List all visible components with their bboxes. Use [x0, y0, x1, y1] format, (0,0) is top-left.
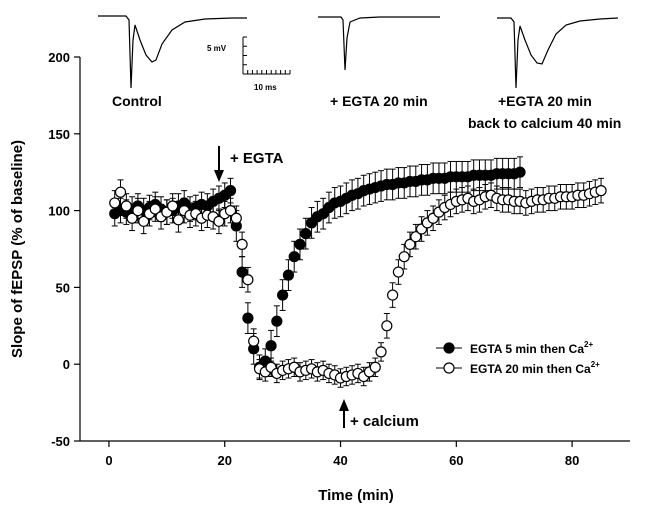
data-point-egta-20min — [398, 251, 410, 263]
data-point-egta-20min — [149, 203, 161, 215]
data-point-egta-20min — [375, 346, 387, 358]
egta-annotation: + EGTA — [230, 150, 284, 167]
egta-back-to-calcium-label-line2: back to calcium 40 min — [468, 115, 621, 131]
x-tick-label: 20 — [218, 453, 232, 468]
control-trace — [98, 15, 247, 89]
data-point-egta-5min — [300, 228, 312, 240]
data-point-egta-20min — [387, 289, 399, 301]
x-axis-ticks: 0 20 40 60 80 — [105, 441, 579, 468]
x-tick-label: 0 — [105, 453, 112, 468]
data-point-egta-20min — [248, 335, 260, 347]
data-point-egta-5min — [294, 238, 306, 250]
calcium-arrow — [339, 399, 349, 428]
data-point-egta-20min — [224, 205, 237, 217]
data-point-egta-5min — [242, 312, 254, 324]
data-point-egta-20min — [410, 231, 422, 243]
data-point-egta-5min — [288, 251, 300, 263]
series-egta-20min — [109, 177, 607, 388]
legend-label-egta-5min: EGTA 5 min then Ca2+ — [470, 340, 593, 356]
egta-arrow — [214, 146, 224, 182]
series-egta-5min — [109, 156, 526, 381]
data-point-egta-20min — [213, 215, 225, 227]
data-point-egta-20min — [132, 205, 144, 217]
data-point-egta-5min — [277, 289, 289, 301]
legend-label-egta-20min: EGTA 20 min then Ca2+ — [470, 360, 600, 376]
egta-20min-trace-label: + EGTA 20 min — [330, 93, 428, 109]
y-tick-label: 150 — [48, 127, 70, 142]
data-point-egta-20min — [230, 212, 242, 224]
data-point-egta-20min — [392, 266, 405, 278]
data-point-egta-20min — [404, 238, 416, 250]
legend-marker-open — [443, 362, 455, 374]
calcium-annotation: + calcium — [350, 413, 419, 430]
x-tick-label: 40 — [333, 453, 347, 468]
data-point-egta-5min — [514, 166, 526, 178]
data-point-egta-20min — [242, 274, 254, 286]
data-point-egta-20min — [167, 200, 179, 212]
data-point-egta-20min — [109, 197, 121, 209]
y-axis-ticks: -50 0 50 100 150 200 — [48, 50, 80, 449]
egta-back-to-calcium-label-line1: +EGTA 20 min — [498, 93, 592, 109]
y-tick-label: 100 — [48, 204, 70, 219]
data-point-egta-5min — [282, 269, 295, 281]
data-point-egta-20min — [120, 200, 132, 212]
axes — [79, 57, 630, 442]
inset-traces — [98, 15, 619, 89]
egta-20min-trace — [318, 16, 440, 71]
data-point-egta-20min — [172, 214, 185, 226]
y-tick-label: 200 — [48, 50, 70, 65]
y-tick-label: 0 — [63, 357, 70, 372]
data-point-egta-20min — [381, 320, 393, 332]
data-point-egta-5min — [265, 340, 277, 352]
data-point-egta-5min — [236, 266, 248, 278]
control-trace-label: Control — [112, 93, 162, 109]
x-tick-label: 80 — [565, 453, 579, 468]
y-axis-title: Slope of fEPSP (% of baseline) — [9, 140, 26, 358]
scale-bar-time-label: 10 ms — [254, 83, 277, 92]
back-to-calcium-trace — [497, 17, 619, 89]
data-point-egta-20min — [114, 186, 127, 198]
data-point-egta-5min — [224, 185, 237, 197]
data-point-egta-20min — [369, 361, 381, 373]
data-point-egta-20min — [595, 185, 607, 197]
x-axis-title: Time (min) — [318, 487, 394, 504]
data-point-egta-20min — [138, 215, 150, 227]
scale-bar-ticks — [242, 36, 291, 75]
data-point-egta-20min — [236, 238, 248, 250]
y-tick-label: -50 — [51, 434, 70, 449]
scale-bar-voltage-label: 5 mV — [207, 44, 227, 53]
y-tick-label: 50 — [56, 280, 70, 295]
data-point-egta-5min — [271, 315, 283, 327]
legend: EGTA 5 min then Ca2+ EGTA 20 min then Ca… — [436, 340, 600, 376]
scale-bar — [242, 37, 290, 75]
data-point-egta-20min — [126, 212, 138, 224]
x-tick-label: 60 — [449, 453, 463, 468]
